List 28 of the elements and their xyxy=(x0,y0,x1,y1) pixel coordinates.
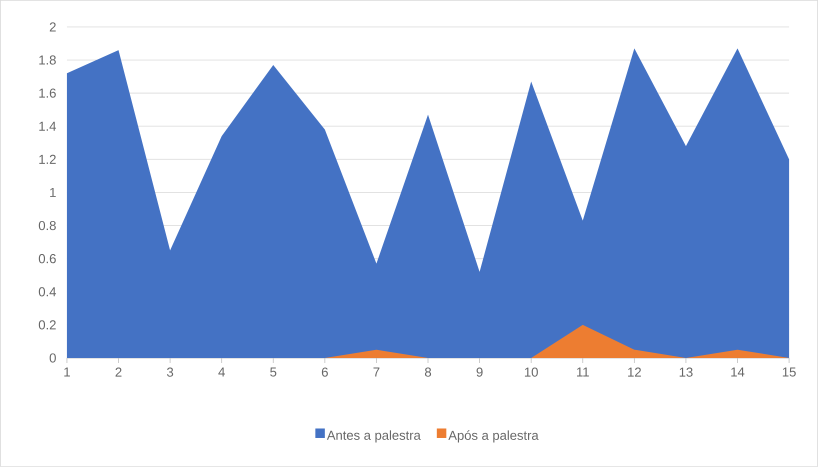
x-tick-label: 2 xyxy=(116,368,122,377)
x-tick-label: 7 xyxy=(373,368,380,377)
y-tick-label: 1 xyxy=(50,188,56,197)
x-tick-label: 6 xyxy=(322,368,328,377)
x-tick-label: 11 xyxy=(577,368,589,377)
x-tick-label: 9 xyxy=(476,368,483,377)
y-tick-label: 0.8 xyxy=(38,220,56,230)
y-tick-label: 1.6 xyxy=(39,88,56,98)
y-tick-label: 1.8 xyxy=(39,55,56,65)
legend-label: Antes a palestra xyxy=(326,430,421,442)
y-tick-label: 1.4 xyxy=(39,122,56,131)
y-tick-label: 1.2 xyxy=(39,154,56,164)
y-tick-label: 0 xyxy=(50,353,56,363)
x-tick-label: 10 xyxy=(524,368,538,377)
y-tick-label: 2 xyxy=(50,22,56,32)
x-tick-label: 8 xyxy=(424,368,432,377)
x-tick-label: 14 xyxy=(731,368,744,377)
x-tick-label: 4 xyxy=(218,368,225,377)
y-tick-label: 0.2 xyxy=(38,320,56,330)
legend-label: Após a palestra xyxy=(448,430,539,443)
x-tick-label: 5 xyxy=(270,368,276,377)
x-tick-label: 15 xyxy=(782,368,796,377)
x-tick-label: 3 xyxy=(166,368,174,377)
x-tick-label: 12 xyxy=(628,368,641,377)
x-tick-label: 13 xyxy=(680,368,693,377)
y-tick-label: 0.6 xyxy=(38,254,56,264)
x-tick-label: 1 xyxy=(64,368,70,377)
y-tick-label: 0.4 xyxy=(38,287,56,296)
